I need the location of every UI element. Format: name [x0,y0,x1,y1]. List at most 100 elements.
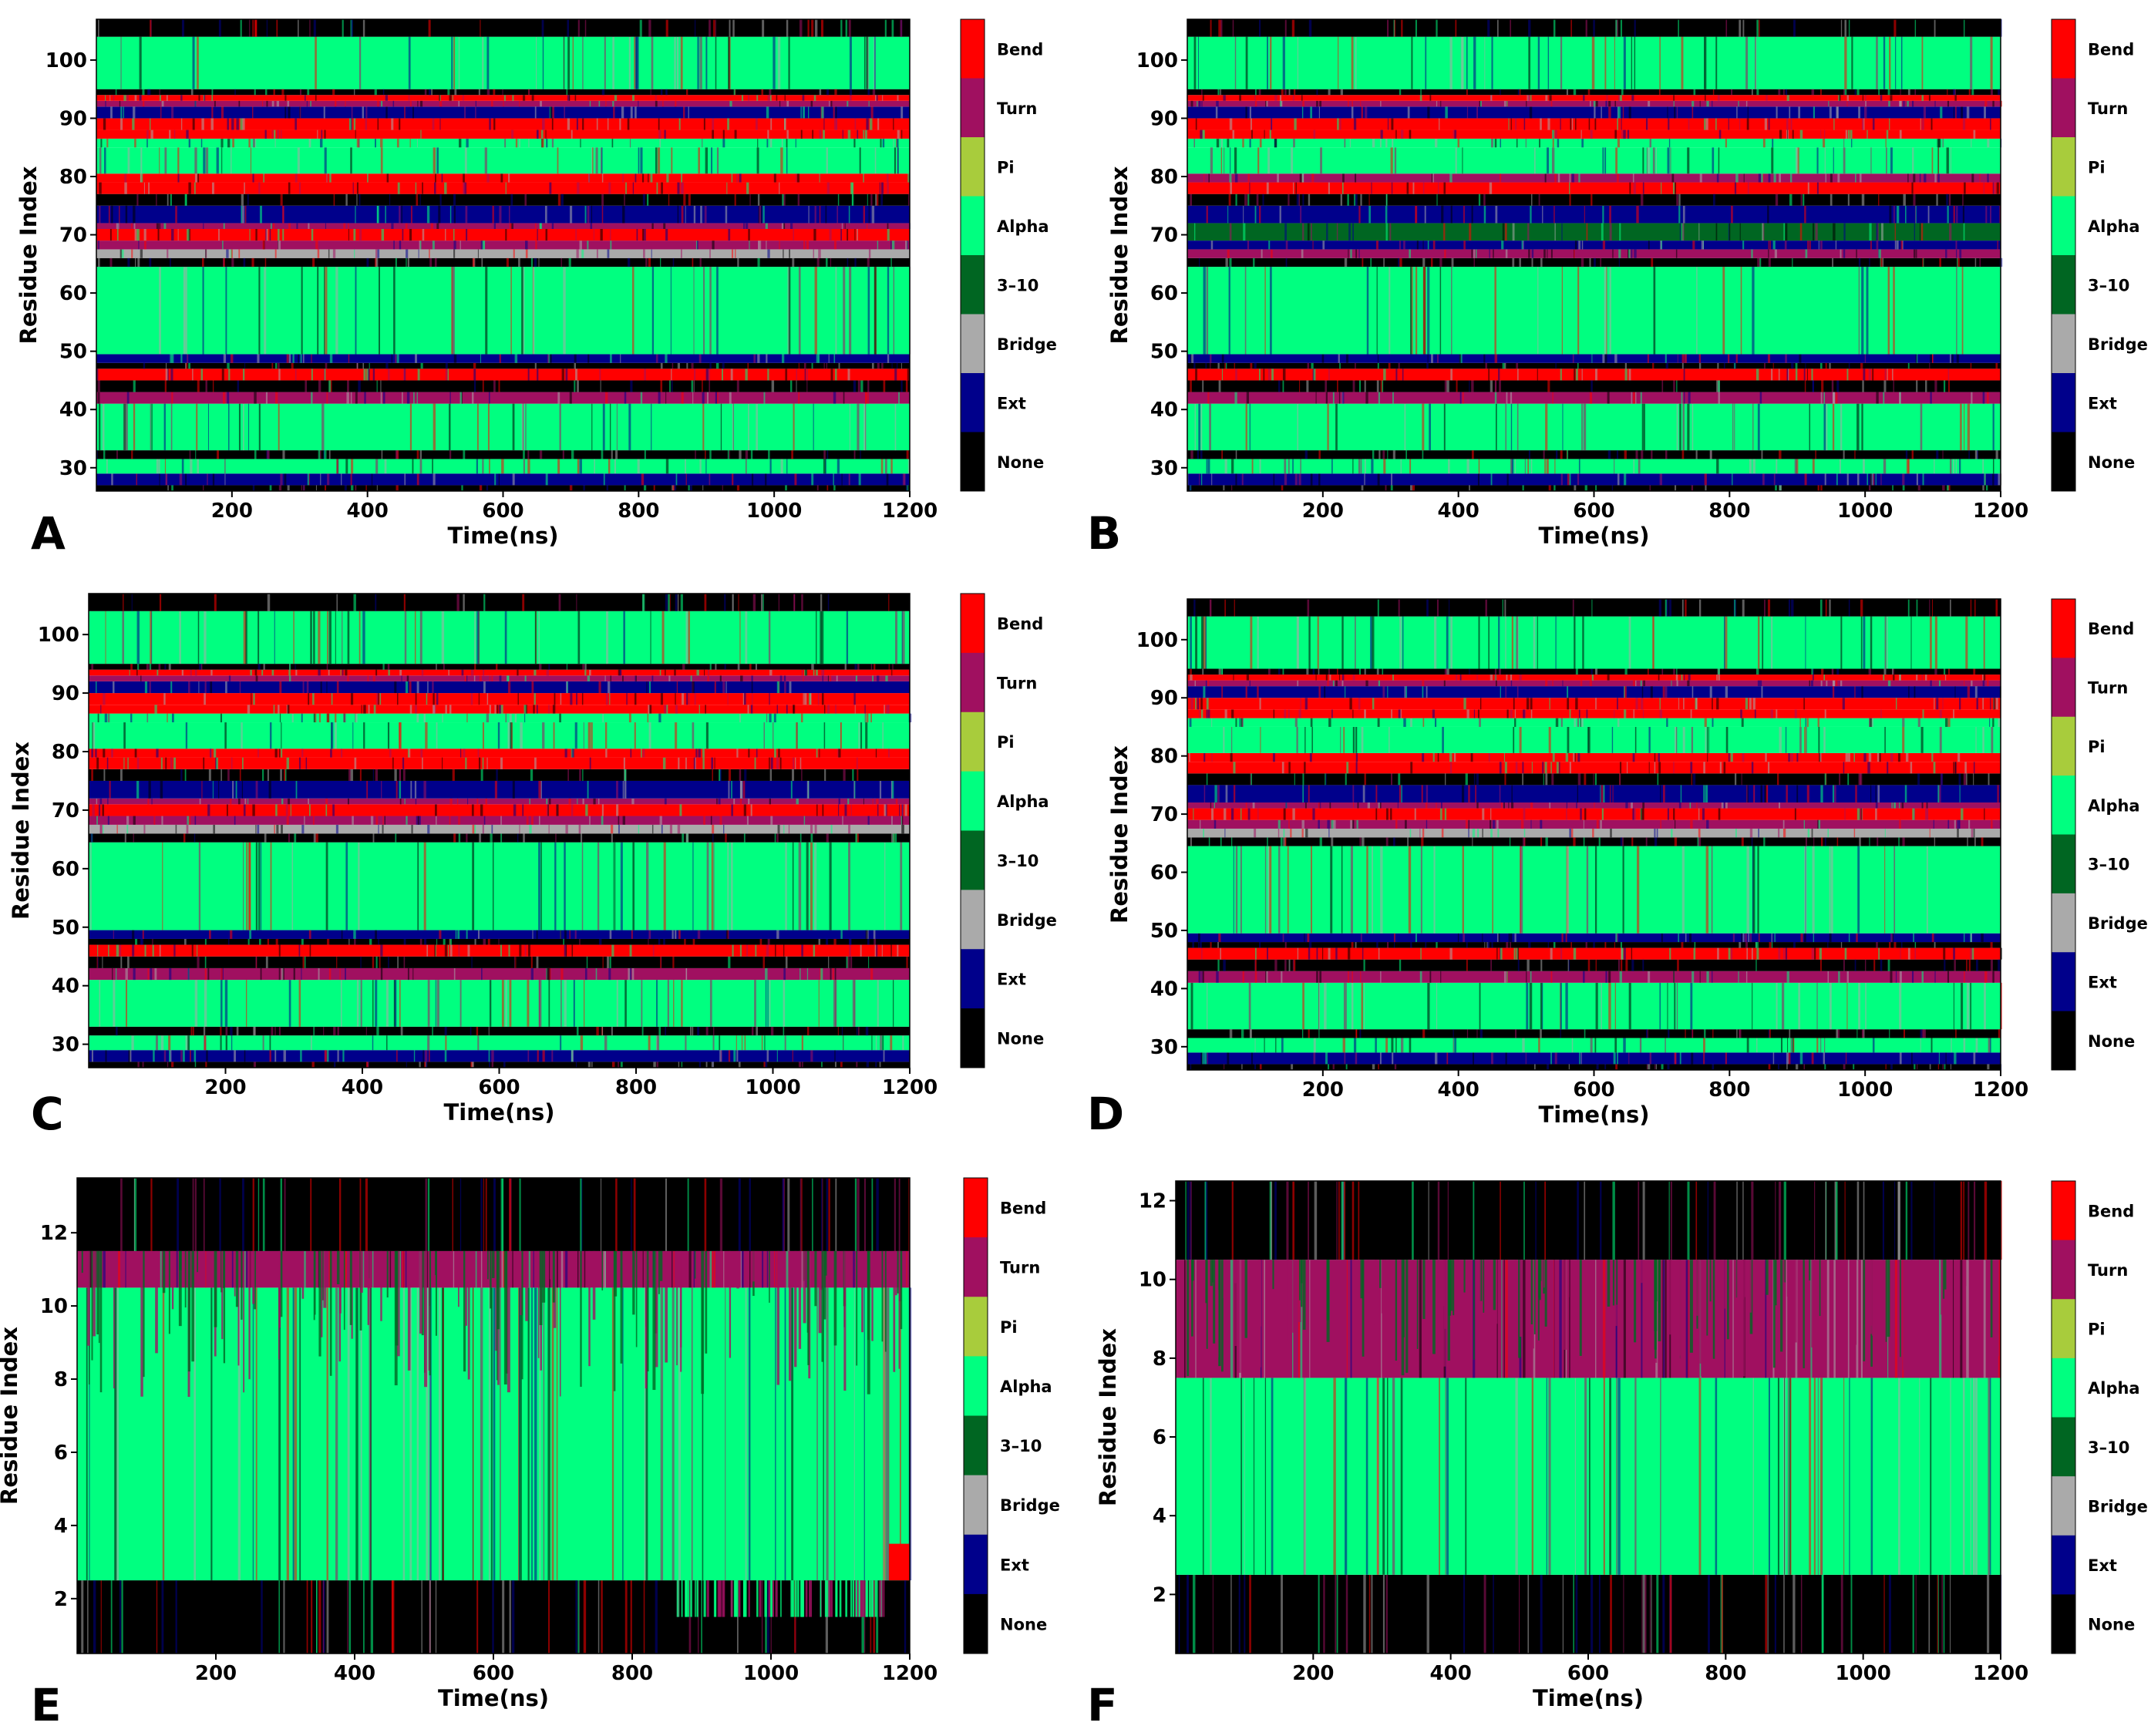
texture-streak [620,354,621,363]
texture-streak [1824,147,1826,174]
texture-streak [319,450,321,459]
band-bend [96,182,910,194]
texture-streak [380,967,383,981]
texture-streak [1703,1038,1705,1053]
texture-streak [1936,450,1939,459]
texture-streak [150,611,152,664]
texture-streak [1451,257,1454,267]
texture-streak [1577,267,1580,355]
texture-streak [1494,392,1497,404]
texture-streak [259,938,261,945]
texture-streak [392,757,394,769]
texture-streak [1683,368,1685,381]
texture-streak [536,930,538,939]
texture-streak [1961,267,1964,355]
texture-streak [1705,846,1709,934]
texture-streak [123,403,126,451]
texture-streak [232,780,234,799]
texture-streak [1436,100,1438,107]
texture-streak [523,459,525,474]
texture-streak [528,89,530,96]
texture-streak [1990,942,1993,948]
texture-streak [1902,837,1905,846]
texture-streak [156,223,160,229]
texture-streak [221,147,223,174]
texture-streak [190,459,193,474]
texture-streak [806,380,808,392]
texture-streak [1942,450,1944,459]
texture-streak [373,705,376,714]
texture-streak [427,980,430,1027]
texture-streak [1545,837,1548,846]
texture-streak [1391,118,1394,130]
texture-streak [184,267,187,355]
texture-streak [663,223,666,229]
texture-streak [254,669,258,676]
texture-streak [1824,1038,1826,1053]
band-alpha [1187,147,2001,174]
texture-streak [1434,138,1438,148]
texture-streak [1380,971,1382,983]
texture-streak [459,392,463,404]
texture-streak [207,967,210,981]
texture-streak [1768,173,1771,183]
band-bend [96,229,910,241]
texture-streak [786,130,789,139]
texture-streak [444,182,447,194]
texture-streak [834,89,837,96]
texture-streak [366,257,369,267]
texture-streak [849,267,852,355]
texture-streak [1832,403,1835,451]
texture-streak [659,816,662,825]
texture-streak [675,705,678,714]
texture-streak [1361,485,1364,491]
texture-streak [826,938,829,945]
texture-streak [98,241,99,250]
texture-streak [1578,459,1580,474]
texture-streak [402,229,404,241]
texture-streak [159,267,162,355]
texture-streak [278,403,280,451]
texture-streak [1371,459,1374,474]
texture-streak [539,980,542,1027]
texture-streak [1947,147,1949,174]
texture-streak [278,1026,281,1036]
texture-streak [598,798,600,805]
texture-streak [228,403,230,451]
band-bend [89,693,910,705]
texture-streak [1601,808,1604,820]
texture-streak [288,182,291,194]
texture-streak [317,249,320,258]
texture-streak [366,368,369,381]
texture-streak [1503,971,1506,983]
texture-streak [773,173,776,183]
texture-streak [2000,947,2002,960]
texture-streak [622,173,624,183]
texture-streak [1400,1038,1404,1053]
texture-streak [258,403,261,451]
texture-streak [648,1035,651,1051]
texture-streak [347,380,349,392]
texture-streak [1575,368,1578,381]
texture-streak [720,1050,722,1062]
texture-streak [1836,1029,1838,1038]
texture-streak [549,182,552,194]
texture-streak [1676,193,1678,206]
y-tick-label: 80 [1150,166,1178,189]
texture-streak [429,1050,430,1062]
texture-streak [1772,138,1774,148]
texture-streak [1715,118,1717,130]
texture-streak [1364,459,1366,474]
texture-streak [877,118,880,130]
texture-streak [1316,100,1318,107]
texture-streak [1378,450,1381,459]
texture-streak [1921,1029,1924,1038]
texture-streak [125,967,128,981]
texture-streak [698,749,701,758]
texture-streak [1245,403,1247,451]
texture-streak [1436,942,1438,948]
texture-streak [412,106,414,119]
texture-streak [569,485,573,491]
texture-streak [1479,982,1481,1030]
y-tick-label: 100 [1136,49,1178,72]
